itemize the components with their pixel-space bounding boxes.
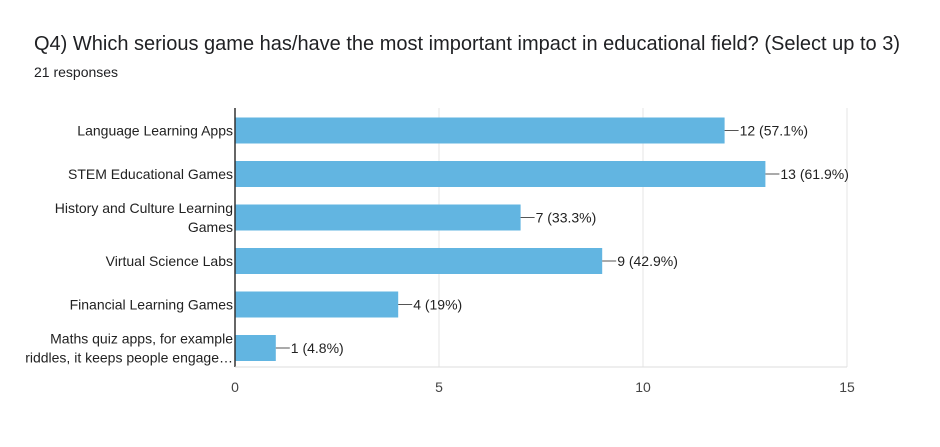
category-label-line: History and Culture Learning xyxy=(55,200,233,216)
data-label: 13 (61.9%) xyxy=(780,166,848,182)
x-tick-label: 5 xyxy=(435,379,443,395)
category-label: Financial Learning Games xyxy=(70,297,233,313)
x-tick-label: 0 xyxy=(231,379,239,395)
response-count: 21 responses xyxy=(34,64,119,80)
bar xyxy=(235,204,521,231)
category-label: Language Learning Apps xyxy=(77,123,233,139)
category-label: STEM Educational Games xyxy=(68,166,233,182)
x-tick-label: 10 xyxy=(635,379,651,395)
category-label-line: Language Learning Apps xyxy=(77,123,233,139)
bar xyxy=(235,161,766,187)
data-label: 4 (19%) xyxy=(413,297,462,313)
data-label: 1 (4.8%) xyxy=(291,340,344,356)
category-label-line: Games xyxy=(188,219,233,235)
category-label-line: Maths quiz apps, for example xyxy=(50,331,233,347)
bar xyxy=(235,248,603,274)
category-label-line: riddles, it keeps people engage… xyxy=(25,350,233,366)
data-label: 12 (57.1%) xyxy=(740,123,808,139)
data-label: 7 (33.3%) xyxy=(536,210,597,226)
x-tick-label: 15 xyxy=(839,379,855,395)
category-label-line: Virtual Science Labs xyxy=(106,253,233,269)
category-label-line: STEM Educational Games xyxy=(68,166,233,182)
data-label: 9 (42.9%) xyxy=(617,253,678,269)
category-label-line: Financial Learning Games xyxy=(70,297,233,313)
category-label: Virtual Science Labs xyxy=(106,253,233,269)
category-label: Maths quiz apps, for example riddles, it … xyxy=(25,331,233,366)
bar xyxy=(235,117,725,144)
bar xyxy=(235,291,399,318)
chart-title: Q4) Which serious game has/have the most… xyxy=(34,33,900,55)
bar xyxy=(235,335,276,361)
category-label: History and Culture Learning Games xyxy=(55,200,233,235)
